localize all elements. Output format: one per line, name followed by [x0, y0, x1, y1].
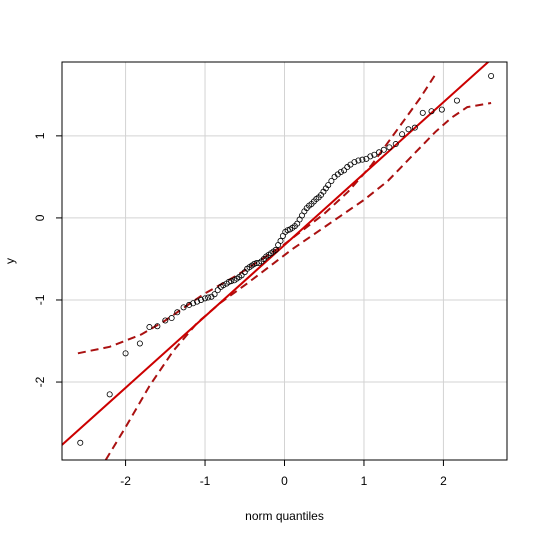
- x-axis-label: norm quantiles: [245, 509, 324, 523]
- data-point: [272, 246, 279, 253]
- data-point: [341, 167, 348, 174]
- x-tick-label: -1: [200, 474, 211, 488]
- x-tick-label: 1: [361, 474, 368, 488]
- data-point: [211, 291, 218, 298]
- lower-envelope-line: [104, 102, 492, 460]
- data-point: [380, 146, 387, 153]
- y-tick-label: -2: [33, 376, 47, 387]
- data-points: [77, 72, 495, 446]
- data-point: [453, 97, 460, 104]
- data-point: [202, 295, 209, 302]
- data-point: [328, 177, 335, 184]
- data-point: [277, 237, 284, 244]
- data-point: [367, 153, 374, 160]
- data-point: [337, 168, 344, 175]
- x-tick-label: 2: [440, 474, 447, 488]
- x-tick-label: 0: [281, 474, 288, 488]
- data-point: [136, 340, 143, 347]
- data-point: [162, 317, 169, 324]
- data-point: [355, 157, 362, 164]
- data-point: [186, 301, 193, 308]
- data-point: [214, 287, 221, 294]
- data-point: [190, 300, 197, 307]
- data-point: [405, 126, 412, 133]
- upper-envelope-line: [77, 73, 437, 355]
- data-point: [359, 156, 366, 163]
- y-axis: -2 -1 0 1: [33, 132, 62, 387]
- data-point: [392, 141, 399, 148]
- data-point: [428, 108, 435, 115]
- data-point: [220, 282, 227, 289]
- data-point: [386, 144, 393, 151]
- reference-line-group: [62, 62, 490, 446]
- data-point: [351, 159, 358, 166]
- data-point: [77, 439, 84, 446]
- y-tick-label: 1: [33, 132, 47, 139]
- data-point: [122, 350, 129, 357]
- data-point: [376, 149, 383, 156]
- data-point: [411, 124, 418, 131]
- data-point: [419, 109, 426, 116]
- x-tick-label: -2: [120, 474, 131, 488]
- data-point: [238, 272, 245, 279]
- data-point: [194, 298, 201, 305]
- reference-line: [62, 62, 490, 446]
- y-tick-label: 0: [33, 214, 47, 221]
- data-point: [205, 294, 212, 301]
- data-point: [168, 315, 175, 322]
- data-point: [488, 72, 495, 79]
- y-tick-label: -1: [33, 294, 47, 305]
- data-point: [106, 391, 113, 398]
- data-point: [371, 151, 378, 158]
- data-point: [399, 131, 406, 138]
- data-point: [325, 182, 332, 189]
- data-point: [438, 106, 445, 113]
- data-point: [146, 324, 153, 331]
- x-axis: -2 -1 0 1 2: [120, 460, 447, 488]
- data-point: [154, 323, 161, 330]
- data-point: [198, 296, 205, 303]
- grid-lines: [62, 62, 507, 460]
- data-point: [228, 278, 235, 285]
- y-axis-label: y: [3, 258, 17, 264]
- confidence-envelope: [77, 73, 492, 460]
- data-point: [174, 309, 181, 316]
- data-point: [180, 304, 187, 311]
